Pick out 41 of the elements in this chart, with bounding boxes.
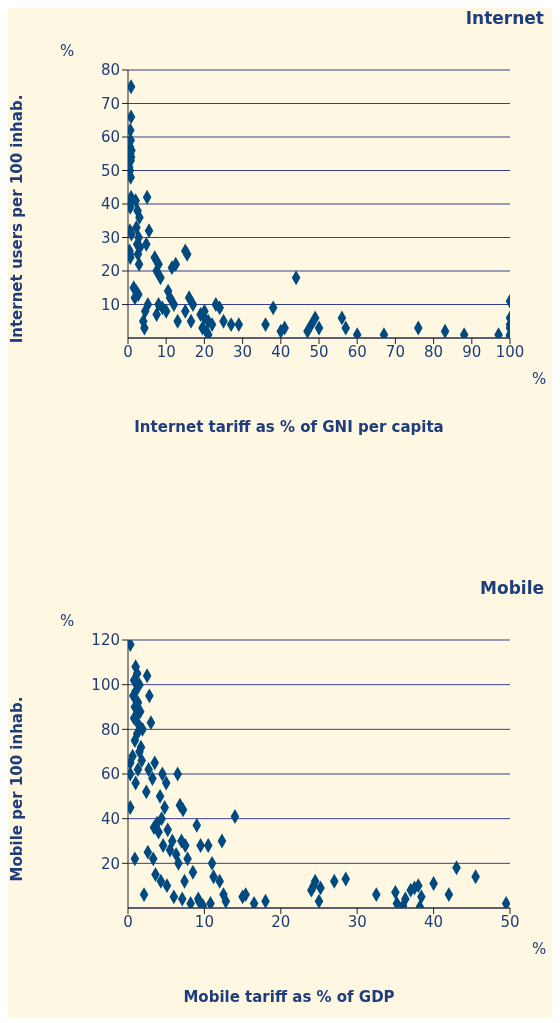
- y-tick-label: 50: [100, 161, 120, 180]
- x-tick-label: 20: [271, 912, 291, 931]
- x-tick-label: 70: [385, 342, 405, 361]
- y-tick-label: 70: [100, 94, 120, 113]
- text: %: [60, 42, 75, 60]
- y-tick-label: 40: [100, 195, 120, 214]
- y-tick-label: 100: [91, 675, 120, 694]
- y-axis-title: Internet users per 100 inhab.: [8, 94, 27, 344]
- x-tick-label: 100: [495, 342, 525, 361]
- y-tick-label: 10: [100, 295, 120, 314]
- x-tick-label: 10: [194, 912, 214, 931]
- x-tick-label: 0: [123, 912, 133, 931]
- x-tick-label: 30: [347, 912, 367, 931]
- text: %: [60, 612, 75, 630]
- chart-title: Internet: [465, 8, 544, 28]
- chart-title: Mobile: [480, 578, 544, 598]
- x-tick-label: 30: [233, 342, 253, 361]
- x-tick-label: 50: [500, 912, 520, 931]
- x-tick-label: 50: [309, 342, 329, 361]
- y-tick-label: 80: [100, 61, 120, 80]
- x-tick-label: 0: [123, 342, 133, 361]
- y-tick-label: 20: [100, 854, 120, 873]
- x-tick-label: 90: [462, 342, 482, 361]
- y-tick-label: 20: [100, 262, 120, 281]
- y-tick-label: 60: [100, 765, 120, 784]
- y-tick-label: 80: [100, 720, 120, 739]
- x-tick-label: 80: [424, 342, 444, 361]
- x-tick-label: 40: [424, 912, 444, 931]
- text: %: [532, 940, 547, 958]
- x-axis-title: Mobile tariff as % of GDP: [182, 988, 396, 1006]
- y-tick-label: 30: [100, 228, 120, 247]
- text: %: [532, 370, 547, 388]
- y-tick-label: 40: [100, 809, 120, 828]
- y-tick-label: 60: [100, 128, 120, 147]
- x-axis-title: Internet tariff as % of GNI per capita: [133, 418, 445, 436]
- x-tick-label: 40: [271, 342, 291, 361]
- y-axis-title: Mobile per 100 inhab.: [8, 696, 26, 882]
- y-tick-label: 120: [91, 631, 120, 650]
- x-tick-label: 20: [194, 342, 214, 361]
- x-tick-label: 60: [347, 342, 367, 361]
- x-tick-label: 10: [156, 342, 176, 361]
